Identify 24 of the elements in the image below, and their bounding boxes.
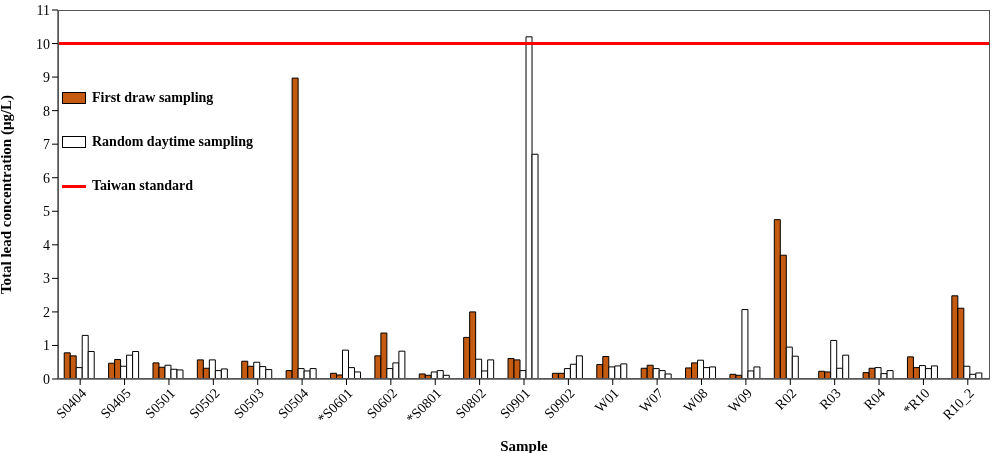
y-tick-label: 0 — [43, 371, 50, 387]
y-tick-label: 8 — [43, 103, 50, 119]
legend-label: Random daytime sampling — [92, 134, 254, 150]
x-tick-label: R04 — [861, 385, 889, 413]
y-tick-label: 10 — [36, 36, 50, 52]
legend-label: Taiwan standard — [92, 178, 194, 194]
y-tick-label: 1 — [43, 338, 50, 354]
y-tick-label: 4 — [43, 237, 50, 253]
x-tick-label: R02 — [772, 385, 800, 413]
x-tick-label: W01 — [592, 385, 622, 416]
legend-label: First draw sampling — [92, 90, 214, 106]
x-tick-label: W09 — [725, 385, 756, 416]
y-tick-label: 5 — [43, 204, 50, 220]
y-tick-label: 6 — [43, 170, 50, 186]
y-tick-label: 7 — [43, 137, 50, 153]
x-tick-label: W08 — [680, 385, 711, 416]
y-tick-label: 9 — [43, 70, 50, 86]
x-tick-label: W07 — [636, 385, 667, 416]
x-tick-label: R03 — [816, 385, 844, 413]
y-tick-label: 2 — [43, 304, 50, 320]
x-tick-label: *R10 — [900, 385, 933, 418]
y-axis-title: Total lead concentration (μg/L) — [0, 94, 16, 295]
y-tick-label: 3 — [43, 271, 50, 287]
y-tick-label: 11 — [36, 2, 50, 18]
